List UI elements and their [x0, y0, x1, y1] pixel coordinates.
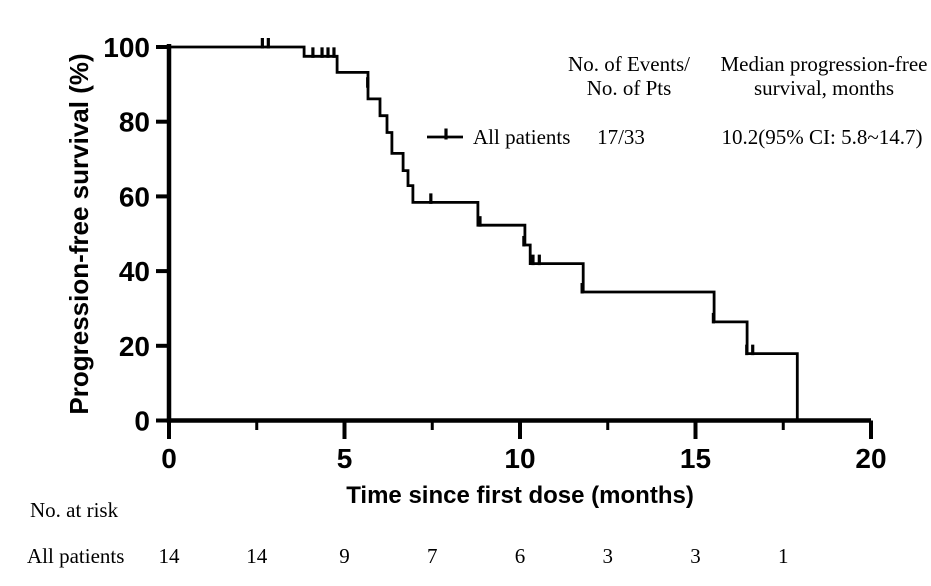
legend-series-label: All patients: [473, 125, 570, 149]
axes: [166, 44, 871, 423]
legend-events-value: 17/33: [597, 125, 645, 149]
risk-count: 6: [515, 544, 526, 568]
y-tick-label: 0: [134, 406, 150, 437]
y-tick-label: 80: [119, 107, 150, 138]
x-tick-label: 15: [680, 443, 711, 474]
risk-count: 1: [778, 544, 789, 568]
legend-median-header-line2: survival, months: [754, 76, 894, 100]
y-tick-label: 60: [119, 181, 150, 212]
legend-median-header-line1: Median progression-free: [720, 52, 927, 76]
x-axis-label: Time since first dose (months): [346, 482, 694, 509]
legend: No. of Events/ No. of Pts Median progres…: [427, 52, 928, 149]
x-axis-ticks: 0 5 10 15 20: [161, 420, 887, 474]
risk-table: No. at risk All patients: [27, 498, 124, 568]
y-axis-ticks: 0 20 40 60 80 100: [103, 32, 169, 437]
survival-curve-group: [169, 45, 799, 421]
y-axis-label: Progression-free survival (%): [64, 53, 94, 414]
y-tick-label: 40: [119, 256, 150, 287]
censor-marks-group: [260, 38, 755, 356]
risk-count: 9: [339, 544, 350, 568]
risk-count: 7: [427, 544, 438, 568]
risk-count: 3: [603, 544, 614, 568]
risk-count: 14: [159, 544, 181, 568]
x-tick-label: 0: [161, 443, 177, 474]
survival-step-path: [169, 45, 799, 421]
risk-row-label: All patients: [27, 544, 124, 568]
y-tick-label: 100: [103, 32, 150, 63]
legend-events-header-line2: No. of Pts: [587, 76, 672, 100]
y-tick-label: 20: [119, 331, 150, 362]
risk-table-values: 14 14 9 7 6 3 3 1: [159, 544, 789, 568]
x-tick-label: 10: [504, 443, 535, 474]
legend-median-value: 10.2(95% CI: 5.8~14.7): [722, 125, 923, 149]
risk-count: 14: [246, 544, 268, 568]
risk-table-title: No. at risk: [30, 498, 119, 522]
legend-events-header-line1: No. of Events/: [568, 52, 690, 76]
x-tick-label: 5: [337, 443, 353, 474]
legend-key-symbol: [427, 128, 463, 140]
risk-count: 3: [690, 544, 701, 568]
x-tick-label: 20: [855, 443, 886, 474]
